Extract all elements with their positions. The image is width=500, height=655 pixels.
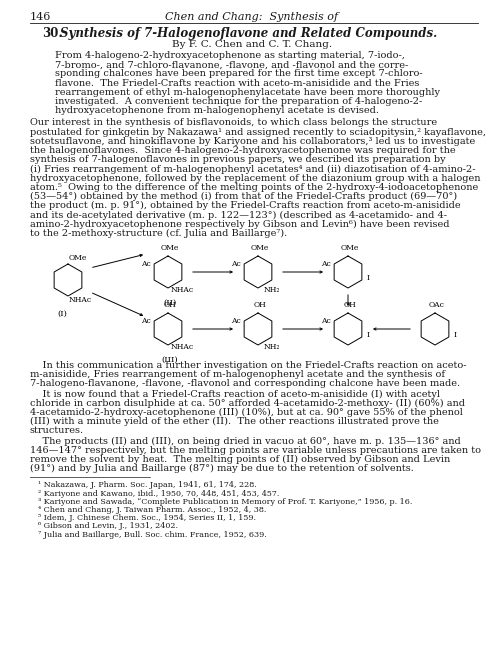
Text: amino-2-hydroxyacetophenone respectively by Gibson and Levin⁶) have been revised: amino-2-hydroxyacetophenone respectively…: [30, 219, 450, 229]
Text: structures.: structures.: [30, 426, 84, 436]
Text: ⁵ Idem, J. Chinese Chem. Soc., 1954, Series II, 1, 159.: ⁵ Idem, J. Chinese Chem. Soc., 1954, Ser…: [38, 514, 256, 522]
Text: Ac: Ac: [231, 260, 241, 268]
Text: NHAc: NHAc: [170, 343, 194, 351]
Text: (I): (I): [57, 310, 67, 318]
Text: synthesis of 7-halogenoflavones in previous papers, we described its preparation: synthesis of 7-halogenoflavones in previ…: [30, 155, 446, 164]
Text: ³ Kariyone and Sawada, “Complete Publication in Memory of Prof. T. Kariyone,” 19: ³ Kariyone and Sawada, “Complete Publica…: [38, 498, 412, 506]
Text: (II): (II): [164, 299, 176, 307]
Text: rearrangement of ethyl m-halogenophenylacetate have been more thoroughly: rearrangement of ethyl m-halogenophenyla…: [55, 88, 440, 97]
Text: Chen and Chang:  Synthesis of: Chen and Chang: Synthesis of: [166, 12, 338, 22]
Text: (III) with a minute yield of the ether (II).  The other reactions illustrated pr: (III) with a minute yield of the ether (…: [30, 417, 439, 426]
Text: ⁴ Chen and Chang, J. Taiwan Pharm. Assoc., 1952, 4, 38.: ⁴ Chen and Chang, J. Taiwan Pharm. Assoc…: [38, 506, 266, 514]
Text: OMe: OMe: [69, 254, 87, 262]
Text: I: I: [366, 331, 370, 339]
Text: I: I: [454, 331, 456, 339]
Text: I: I: [366, 274, 370, 282]
Text: sotetsuflavone, and hinokiflavone by Kariyone and his collaborators,³ led us to : sotetsuflavone, and hinokiflavone by Kar…: [30, 137, 475, 146]
Text: OH: OH: [164, 301, 176, 309]
Text: ² Kariyone and Kawano, ibid., 1950, 70, 448, 451, 453, 457.: ² Kariyone and Kawano, ibid., 1950, 70, …: [38, 489, 280, 498]
Text: postulated for ginkgetin by Nakazawa¹ and assigned recently to sciadopitysin,² k: postulated for ginkgetin by Nakazawa¹ an…: [30, 128, 486, 137]
Text: OMe: OMe: [251, 244, 269, 252]
Text: investigated.  A convenient technique for the preparation of 4-halogeno-2-: investigated. A convenient technique for…: [55, 97, 422, 106]
Text: The products (II) and (III), on being dried in vacuo at 60°, have m. p. 135—136°: The products (II) and (III), on being dr…: [30, 437, 461, 445]
Text: ⁷ Julia and Baillarge, Bull. Soc. chim. France, 1952, 639.: ⁷ Julia and Baillarge, Bull. Soc. chim. …: [38, 531, 267, 538]
Text: Ac: Ac: [321, 260, 331, 268]
Text: 4-acetamido-2-hydroxy-acetophenone (III) (10%), but at ca. 90° gave 55% of the p: 4-acetamido-2-hydroxy-acetophenone (III)…: [30, 408, 463, 417]
Text: flavone.  The Friedel-Crafts reaction with aceto-m-anisidide and the Fries: flavone. The Friedel-Crafts reaction wit…: [55, 79, 420, 88]
Text: and its de-acetylated derivative (m. p. 122—123°) (described as 4-acetamido- and: and its de-acetylated derivative (m. p. …: [30, 210, 447, 219]
Text: Ac: Ac: [141, 317, 151, 325]
Text: NHAc: NHAc: [170, 286, 194, 294]
Text: ⁶ Gibson and Levin, J., 1931, 2402.: ⁶ Gibson and Levin, J., 1931, 2402.: [38, 523, 178, 531]
Text: OMe: OMe: [161, 244, 179, 252]
Text: (91°) and by Julia and Baillarge (87°) may be due to the retention of solvents.: (91°) and by Julia and Baillarge (87°) m…: [30, 464, 414, 474]
Text: From 4-halogeno-2-hydroxyacetophenone as starting material, 7-iodo-,: From 4-halogeno-2-hydroxyacetophenone as…: [55, 51, 405, 60]
Text: atom.⁵  Owing to the difference of the melting points of the 2-hydroxy-4-iodoace: atom.⁵ Owing to the difference of the me…: [30, 183, 478, 192]
Text: Ac: Ac: [231, 317, 241, 325]
Text: 7-bromo-, and 7-chloro-flavanone, -flavone, and -flavonol and the corre-: 7-bromo-, and 7-chloro-flavanone, -flavo…: [55, 60, 408, 69]
Text: NHAc: NHAc: [68, 296, 92, 304]
Text: 146: 146: [30, 12, 52, 22]
Text: Our interest in the synthesis of bisflavonoids, to which class belongs the struc: Our interest in the synthesis of bisflav…: [30, 119, 437, 128]
Text: (53—54°) obtained by the method (i) from that of the Friedel-Crafts product (69—: (53—54°) obtained by the method (i) from…: [30, 192, 457, 201]
Text: (i) Fries rearrangement of m-halogenophenyl acetates⁴ and (ii) diazotisation of : (i) Fries rearrangement of m-halogenophe…: [30, 164, 476, 174]
Text: It is now found that a Friedel-Crafts reaction of aceto-m-anisidide (I) with ace: It is now found that a Friedel-Crafts re…: [30, 390, 440, 399]
Text: NH₂: NH₂: [264, 286, 280, 294]
Text: By F. C. Chen and C. T. Chang.: By F. C. Chen and C. T. Chang.: [172, 40, 332, 49]
Text: (III): (III): [162, 356, 178, 364]
Text: OAc: OAc: [429, 301, 445, 309]
Text: m-anisidide, Fries rearrangement of m-halogenophenyl acetate and the synthesis o: m-anisidide, Fries rearrangement of m-ha…: [30, 370, 445, 379]
Text: 146—147° respectively, but the melting points are variable unless precautions ar: 146—147° respectively, but the melting p…: [30, 446, 481, 455]
Text: 30.: 30.: [42, 27, 62, 40]
Text: OMe: OMe: [341, 244, 359, 252]
Text: OH: OH: [254, 301, 266, 309]
Text: the product (m. p. 91°), obtained by the Friedel-Crafts reaction from aceto-m-an: the product (m. p. 91°), obtained by the…: [30, 201, 460, 210]
Text: OH: OH: [344, 301, 356, 309]
Text: hydroxyacetophenone from m-halogenophenyl acetate is devised.: hydroxyacetophenone from m-halogenopheny…: [55, 106, 379, 115]
Text: 7-halogeno-flavanone, -flavone, -flavonol and corresponding chalcone have been m: 7-halogeno-flavanone, -flavone, -flavono…: [30, 379, 460, 388]
Text: the halogenoflavones.  Since 4-halogeno-2-hydroxyacetophenone was required for t: the halogenoflavones. Since 4-halogeno-2…: [30, 146, 456, 155]
Text: ¹ Nakazawa, J. Pharm. Soc. Japan, 1941, 61, 174, 228.: ¹ Nakazawa, J. Pharm. Soc. Japan, 1941, …: [38, 481, 257, 489]
Text: hydroxyacetophenone, followed by the replacement of the diazonium group with a h: hydroxyacetophenone, followed by the rep…: [30, 174, 480, 183]
Text: remove the solvent by heat.  The melting points of (II) observed by Gibson and L: remove the solvent by heat. The melting …: [30, 455, 450, 464]
Text: NH₂: NH₂: [264, 343, 280, 351]
Text: Ac: Ac: [321, 317, 331, 325]
Text: In this communication a further investigation on the Friedel-Crafts reaction on : In this communication a further investig…: [30, 361, 466, 370]
Text: Synthesis of 7-Halogenoflavone and Related Compounds.: Synthesis of 7-Halogenoflavone and Relat…: [60, 27, 437, 40]
Text: Ac: Ac: [141, 260, 151, 268]
Text: to the 2-methoxy-structure (cf. Julia and Baillarge⁷).: to the 2-methoxy-structure (cf. Julia an…: [30, 229, 287, 238]
Text: sponding chalcones have been prepared for the first time except 7-chloro-: sponding chalcones have been prepared fo…: [55, 69, 422, 79]
Text: chloride in carbon disulphide at ca. 50° afforded 4-acetamido-2-methoxy- (II) (6: chloride in carbon disulphide at ca. 50°…: [30, 399, 465, 408]
